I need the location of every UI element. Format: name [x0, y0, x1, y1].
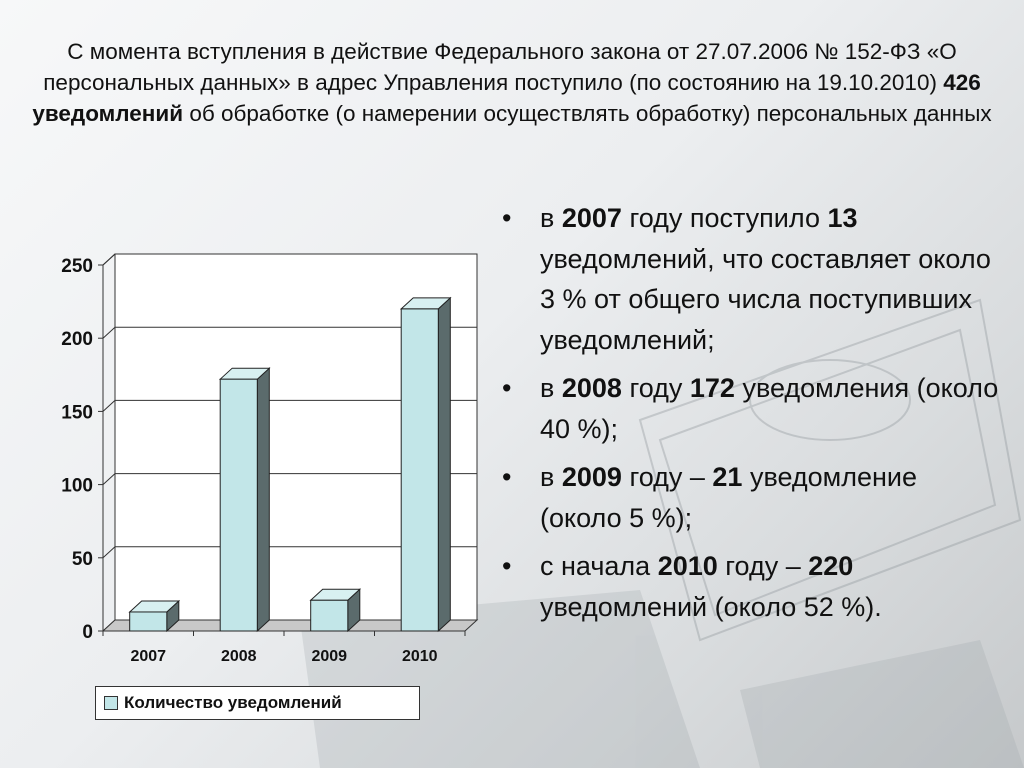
stats-bullet-list: в 2007 году поступило 13 уведомлений, чт…: [496, 198, 1001, 635]
title-text-2: об обработке (о намерении осуществлять о…: [183, 101, 992, 126]
y-tick-label: 150: [61, 402, 93, 423]
gridline-diagonal: [102, 546, 116, 559]
gridline-diagonal: [102, 473, 116, 485]
chart-legend: Количество уведомлений: [95, 686, 420, 720]
bar-side-2008: [256, 367, 270, 633]
legend-swatch: [104, 696, 118, 710]
bar-2010: [400, 308, 439, 632]
gridline-diagonal: [102, 400, 116, 412]
legend-label: Количество уведомлений: [124, 693, 342, 712]
bar-side-2010: [437, 296, 451, 633]
bullet-2007: в 2007 году поступило 13 уведомлений, чт…: [496, 198, 1001, 360]
title-text-1: С момента вступления в действие Федераль…: [43, 39, 957, 95]
bullet-2009: в 2009 году – 21 уведомление (около 5 %)…: [496, 457, 1001, 538]
x-tick-label: 2007: [130, 648, 166, 665]
x-tick-label: 2009: [311, 648, 347, 665]
bar-2009: [310, 599, 349, 632]
page-title: С момента вступления в действие Федераль…: [30, 36, 994, 129]
y-tick-label: 0: [82, 622, 93, 643]
y-tick-label: 200: [61, 329, 93, 350]
y-tick-label: 50: [72, 549, 93, 570]
x-tick-label: 2010: [402, 648, 438, 665]
bullet-2008: в 2008 году 172 уведомления (около 40 %)…: [496, 368, 1001, 449]
y-tick-label: 250: [61, 256, 93, 277]
gridline-diagonal: [102, 326, 116, 339]
y-tick-label: 100: [61, 476, 93, 497]
y-axis-top: [102, 253, 116, 266]
bar-2007: [129, 611, 168, 632]
x-tick-label: 2008: [221, 648, 257, 665]
title-bold-count: 426 уведомлений: [32, 70, 981, 126]
bullet-2010: с начала 2010 году – 220 уведомлений (ок…: [496, 546, 1001, 627]
bar-2008: [219, 378, 258, 632]
